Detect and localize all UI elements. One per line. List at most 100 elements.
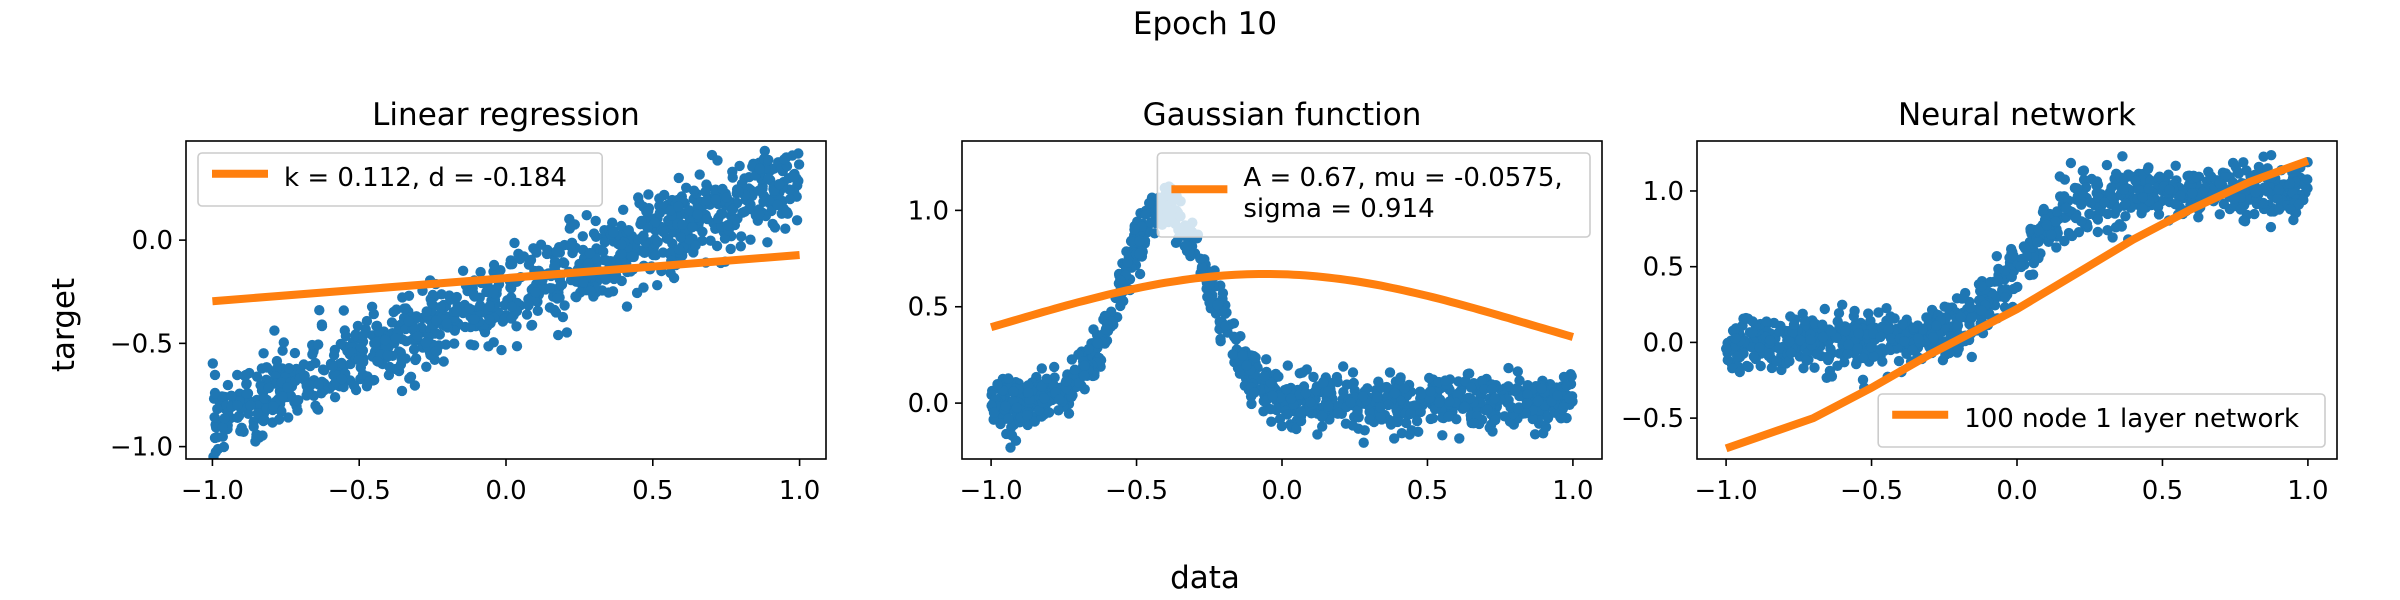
- scatter-point: [673, 201, 684, 212]
- scatter-point: [1917, 324, 1928, 335]
- panel-1: Linear regression −1.0 −0.5 0.0 0.5 1.0 −1.0 −0…: [110, 97, 827, 506]
- scatter-point: [561, 327, 573, 338]
- scatter-point: [1389, 387, 1401, 399]
- scatter-point: [1784, 356, 1795, 367]
- scatter-point: [687, 222, 698, 233]
- scatter-point: [2050, 216, 2061, 227]
- y-tick-label: −0.5: [1621, 404, 1684, 434]
- scatter-point: [2137, 192, 2148, 203]
- scatter-point: [248, 421, 259, 432]
- scatter-point: [1444, 396, 1455, 407]
- scatter-point: [2084, 208, 2095, 220]
- scatter-point: [317, 364, 329, 375]
- scatter-point: [608, 273, 620, 285]
- scatter-point: [209, 412, 220, 423]
- scatter-point: [338, 381, 349, 393]
- scatter-point: [1282, 409, 1293, 420]
- scatter-point: [1250, 352, 1261, 363]
- scatter-point: [754, 163, 765, 175]
- scatter-point: [654, 193, 665, 204]
- scatter-point: [408, 344, 420, 355]
- scatter-point: [399, 303, 410, 314]
- scatter-point: [1853, 328, 1864, 339]
- scatter-point: [1317, 377, 1329, 388]
- scatter-point: [1295, 406, 1307, 418]
- x-tick-label: −0.5: [328, 476, 391, 506]
- scatter-point: [1976, 305, 1987, 316]
- scatter-point: [2117, 151, 2128, 162]
- scatter-point: [2118, 184, 2130, 195]
- scatter-point: [1380, 382, 1392, 394]
- scatter-point: [1275, 392, 1286, 403]
- scatter-point: [435, 301, 446, 313]
- scatter-point: [762, 237, 773, 248]
- scatter-point: [616, 239, 627, 250]
- scatter-point: [2153, 209, 2165, 220]
- scatter-point: [1795, 334, 1806, 346]
- scatter-point: [1375, 411, 1386, 422]
- scatter-point: [639, 247, 650, 258]
- scatter-point: [511, 341, 523, 352]
- scatter-point: [241, 379, 252, 390]
- scatter-point: [1003, 373, 1014, 384]
- scatter-point: [409, 323, 421, 334]
- scatter-point: [1991, 251, 2003, 262]
- scatter-point: [2293, 199, 2304, 210]
- scatter-point: [552, 293, 563, 304]
- scatter-point: [313, 379, 324, 390]
- y-tick-label: −1.0: [110, 433, 173, 463]
- scatter-point: [1022, 387, 1034, 398]
- scatter-point: [1771, 356, 1782, 367]
- x-tick-label: −1.0: [960, 476, 1023, 506]
- scatter-point: [1281, 384, 1293, 395]
- scatter-point: [1282, 360, 1294, 371]
- scatter-point: [336, 373, 348, 385]
- scatter-point: [218, 441, 230, 453]
- scatter-point: [310, 357, 321, 369]
- scatter-point: [1347, 367, 1359, 378]
- scatter-point: [1003, 413, 1014, 424]
- scatter-point: [1323, 400, 1334, 412]
- scatter-point: [468, 314, 480, 325]
- scatter-point: [1295, 415, 1307, 427]
- scatter-point: [530, 287, 541, 298]
- scatter-point: [357, 330, 369, 341]
- scatter-point: [2051, 206, 2063, 217]
- scatter-point: [475, 266, 486, 278]
- scatter-point: [2145, 175, 2156, 186]
- scatter-point: [2205, 171, 2217, 182]
- scatter-point: [1811, 349, 1823, 360]
- scatter-point: [727, 172, 738, 183]
- scatter-point: [263, 382, 274, 394]
- scatter-point: [1427, 413, 1439, 424]
- scatter-point: [2253, 161, 2265, 173]
- scatter-point: [511, 321, 522, 332]
- scatter-point: [1866, 342, 1877, 353]
- scatter-point: [299, 370, 310, 381]
- scatter-series: [986, 181, 1578, 453]
- scatter-point: [441, 318, 453, 329]
- scatter-point: [1061, 376, 1072, 387]
- scatter-point: [2214, 178, 2225, 189]
- scatter-point: [2235, 204, 2246, 215]
- scatter-point: [590, 231, 602, 242]
- scatter-point: [1322, 386, 1334, 397]
- scatter-point: [1005, 442, 1016, 453]
- scatter-point: [277, 345, 288, 356]
- scatter-point: [559, 258, 570, 269]
- scatter-point: [412, 331, 423, 342]
- scatter-point: [1266, 416, 1277, 427]
- scatter-point: [484, 314, 495, 325]
- scatter-point: [1761, 316, 1772, 327]
- scatter-point: [226, 390, 237, 401]
- scatter-point: [361, 315, 373, 327]
- scatter-point: [581, 210, 592, 221]
- scatter-point: [745, 234, 756, 245]
- scatter-point: [2250, 187, 2261, 198]
- scatter-point: [1966, 351, 1978, 363]
- scatter-point: [697, 226, 708, 237]
- scatter-point: [1246, 398, 1257, 410]
- scatter-point: [1839, 357, 1850, 368]
- scatter-point: [313, 339, 324, 350]
- scatter-point: [364, 375, 375, 387]
